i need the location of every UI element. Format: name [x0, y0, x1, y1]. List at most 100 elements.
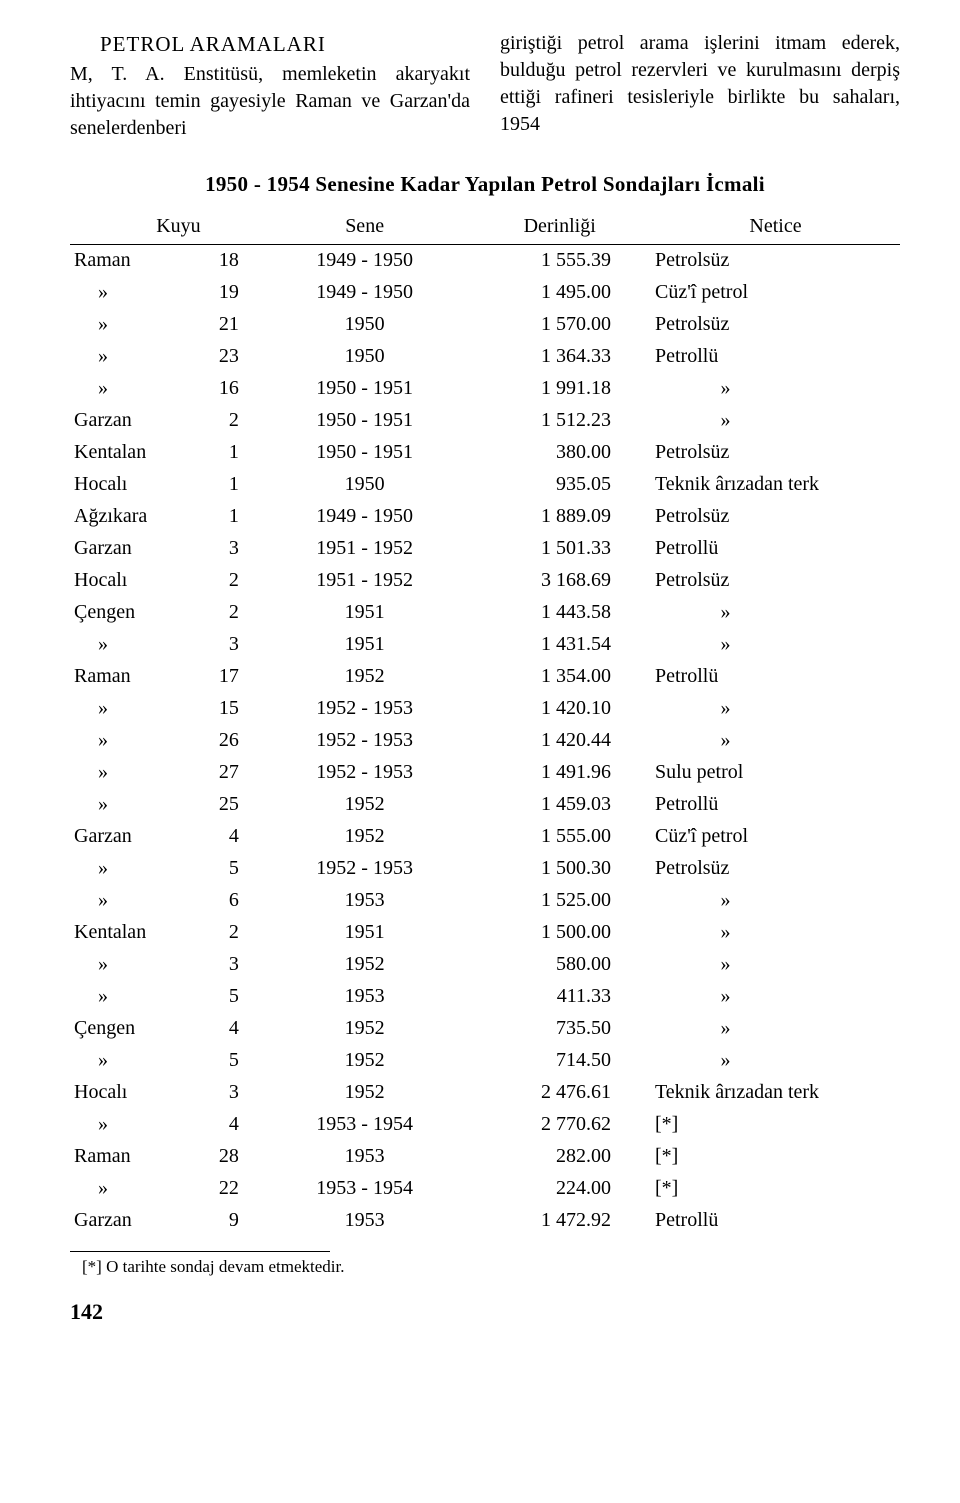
cell-derinlik: 380.00 [468, 437, 651, 469]
cell-kuyu-no: 16 [194, 373, 261, 405]
cell-kuyu-no: 6 [194, 885, 261, 917]
cell-derinlik: 1 525.00 [468, 885, 651, 917]
cell-derinlik: 1 570.00 [468, 309, 651, 341]
cell-derinlik: 580.00 [468, 949, 651, 981]
table-row: Raman281953282.00[*] [70, 1141, 900, 1173]
cell-netice: Petrolsüz [651, 501, 900, 533]
cell-sene: 1953 [261, 1205, 469, 1237]
cell-kuyu-no: 25 [194, 789, 261, 821]
cell-derinlik: 1 431.54 [468, 629, 651, 661]
cell-sene: 1949 - 1950 [261, 244, 469, 277]
table-row: »2319501 364.33Petrollü [70, 341, 900, 373]
cell-kuyu-no: 9 [194, 1205, 261, 1237]
cell-kuyu-name: » [70, 757, 194, 789]
cell-netice: » [651, 949, 900, 981]
intro-left-paragraph: M, T. A. Enstitüsü, memleketin akaryakıt… [70, 61, 470, 142]
table-title: 1950 - 1954 Senesine Kadar Yapılan Petro… [70, 170, 900, 198]
table-row: Çengen41952735.50» [70, 1013, 900, 1045]
cell-sene: 1952 - 1953 [261, 693, 469, 725]
cell-kuyu-name: Garzan [70, 405, 194, 437]
cell-sene: 1953 - 1954 [261, 1109, 469, 1141]
cell-kuyu-name: » [70, 629, 194, 661]
cell-netice: Petrollü [651, 789, 900, 821]
cell-kuyu-no: 1 [194, 501, 261, 533]
cell-sene: 1950 [261, 309, 469, 341]
cell-derinlik: 714.50 [468, 1045, 651, 1077]
cell-derinlik: 1 500.30 [468, 853, 651, 885]
table-row: »161950 - 19511 991.18» [70, 373, 900, 405]
cell-netice: [*] [651, 1109, 900, 1141]
cell-derinlik: 2 476.61 [468, 1077, 651, 1109]
cell-netice: Petrollü [651, 1205, 900, 1237]
cell-derinlik: 3 168.69 [468, 565, 651, 597]
cell-netice: Teknik ârızadan terk [651, 1077, 900, 1109]
table-row: »51952714.50» [70, 1045, 900, 1077]
cell-sene: 1950 - 1951 [261, 373, 469, 405]
cell-sene: 1953 [261, 885, 469, 917]
table-row: »271952 - 19531 491.96Sulu petrol [70, 757, 900, 789]
cell-derinlik: 1 354.00 [468, 661, 651, 693]
cell-kuyu-no: 5 [194, 981, 261, 1013]
cell-netice: Teknik ârızadan terk [651, 469, 900, 501]
cell-sene: 1951 [261, 597, 469, 629]
cell-derinlik: 735.50 [468, 1013, 651, 1045]
table-row: »2519521 459.03Petrollü [70, 789, 900, 821]
cell-kuyu-name: » [70, 309, 194, 341]
cell-sene: 1949 - 1950 [261, 277, 469, 309]
cell-sene: 1952 [261, 821, 469, 853]
cell-kuyu-name: Çengen [70, 597, 194, 629]
cell-derinlik: 935.05 [468, 469, 651, 501]
cell-kuyu-name: Çengen [70, 1013, 194, 1045]
cell-kuyu-no: 18 [194, 244, 261, 277]
cell-derinlik: 1 459.03 [468, 789, 651, 821]
cell-kuyu-name: » [70, 885, 194, 917]
cell-derinlik: 411.33 [468, 981, 651, 1013]
cell-kuyu-no: 15 [194, 693, 261, 725]
cell-sene: 1951 - 1952 [261, 533, 469, 565]
cell-kuyu-no: 4 [194, 1109, 261, 1141]
cell-derinlik: 1 500.00 [468, 917, 651, 949]
table-header-row: Kuyu Sene Derinliği Netice [70, 211, 900, 245]
table-row: »51953411.33» [70, 981, 900, 1013]
cell-kuyu-name: » [70, 341, 194, 373]
cell-netice: Petrolsüz [651, 244, 900, 277]
cell-netice: » [651, 373, 900, 405]
cell-sene: 1950 - 1951 [261, 437, 469, 469]
intro-left-column: PETROL ARAMALARI M, T. A. Enstitüsü, mem… [70, 30, 470, 142]
cell-kuyu-no: 19 [194, 277, 261, 309]
cell-sene: 1953 [261, 1141, 469, 1173]
table-row: »191949 - 19501 495.00Cüz'î petrol [70, 277, 900, 309]
table-row: Çengen219511 443.58» [70, 597, 900, 629]
cell-sene: 1951 [261, 917, 469, 949]
cell-kuyu-no: 3 [194, 1077, 261, 1109]
cell-sene: 1952 [261, 661, 469, 693]
cell-kuyu-name: Kentalan [70, 437, 194, 469]
cell-kuyu-name: Raman [70, 661, 194, 693]
intro-columns: PETROL ARAMALARI M, T. A. Enstitüsü, mem… [70, 30, 900, 142]
table-row: Hocalı11950935.05Teknik ârızadan terk [70, 469, 900, 501]
cell-sene: 1950 [261, 341, 469, 373]
table-row: Ağzıkara11949 - 19501 889.09Petrolsüz [70, 501, 900, 533]
cell-netice: Petrollü [651, 533, 900, 565]
cell-kuyu-name: Kentalan [70, 917, 194, 949]
table-row: Kentalan11950 - 1951380.00Petrolsüz [70, 437, 900, 469]
cell-netice: [*] [651, 1173, 900, 1205]
table-row: Garzan919531 472.92Petrollü [70, 1205, 900, 1237]
cell-kuyu-no: 28 [194, 1141, 261, 1173]
cell-sene: 1952 - 1953 [261, 725, 469, 757]
cell-sene: 1953 [261, 981, 469, 1013]
cell-kuyu-no: 3 [194, 533, 261, 565]
table-row: Garzan419521 555.00Cüz'î petrol [70, 821, 900, 853]
cell-kuyu-name: » [70, 981, 194, 1013]
header-netice: Netice [651, 211, 900, 245]
cell-kuyu-no: 22 [194, 1173, 261, 1205]
table-row: Raman1719521 354.00Petrollü [70, 661, 900, 693]
cell-netice: » [651, 629, 900, 661]
cell-kuyu-name: » [70, 1173, 194, 1205]
cell-derinlik: 224.00 [468, 1173, 651, 1205]
page-number: 142 [70, 1297, 900, 1327]
cell-kuyu-no: 5 [194, 853, 261, 885]
cell-derinlik: 1 420.44 [468, 725, 651, 757]
cell-sene: 1952 - 1953 [261, 853, 469, 885]
header-sene: Sene [261, 211, 469, 245]
